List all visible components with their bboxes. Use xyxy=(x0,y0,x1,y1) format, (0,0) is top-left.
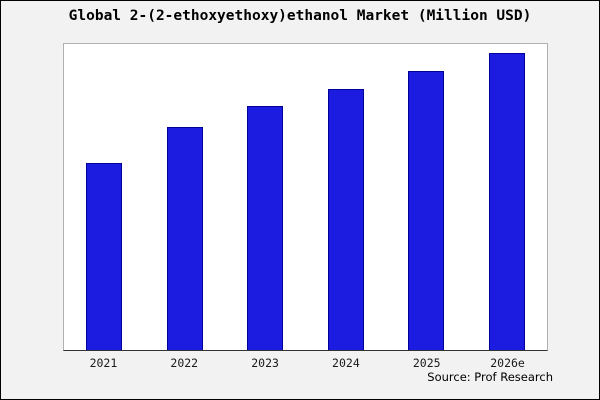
plot-area xyxy=(63,43,548,351)
bar-column xyxy=(306,44,387,350)
bar-column xyxy=(145,44,226,350)
bar-column xyxy=(467,44,548,350)
x-axis-labels: 2021 2022 2023 2024 2025 2026e xyxy=(63,356,548,370)
bar-column xyxy=(64,44,145,350)
bar-2022 xyxy=(166,127,203,350)
x-tick-label: 2025 xyxy=(412,356,441,370)
bar-column xyxy=(386,44,467,350)
x-tick-label: 2026e xyxy=(490,356,525,370)
bars xyxy=(64,44,547,350)
bar-2026e xyxy=(488,52,525,350)
x-tick-label: 2022 xyxy=(170,356,199,370)
bar-2024 xyxy=(327,88,364,350)
x-tick-label: 2023 xyxy=(251,356,279,370)
x-tick-label: 2021 xyxy=(89,356,118,370)
chart-title: Global 2-(2-ethoxyethoxy)ethanol Market … xyxy=(68,8,532,24)
bar-2023 xyxy=(247,106,284,350)
source-credit: Source: Prof Research xyxy=(427,370,553,384)
bar-2021 xyxy=(86,162,123,350)
x-tick-label: 2024 xyxy=(332,356,360,370)
bar-2025 xyxy=(408,70,445,350)
bar-column xyxy=(225,44,306,350)
